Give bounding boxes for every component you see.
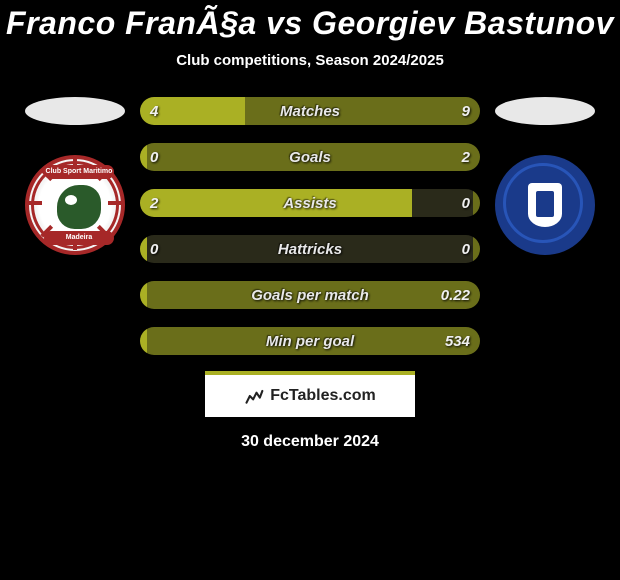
stat-value-right: 534 bbox=[445, 327, 470, 355]
comparison-date: 30 december 2024 bbox=[0, 433, 620, 451]
fctables-logo-icon bbox=[244, 386, 264, 406]
page-title: Franco FranÃ§a vs Georgiev Bastunov bbox=[0, 5, 620, 42]
badge-banner-bot: Madeira bbox=[44, 231, 114, 245]
footer-brand-text: FcTables.com bbox=[270, 387, 376, 405]
left-player-col: Club Sport Maritimo Madeira bbox=[20, 97, 130, 255]
stat-label: Assists bbox=[140, 189, 480, 217]
stat-row: Min per goal534 bbox=[140, 327, 480, 355]
stat-value-left: 4 bbox=[150, 97, 158, 125]
stat-value-right: 0 bbox=[462, 189, 470, 217]
stat-row: Assists2 0 bbox=[140, 189, 480, 217]
spoke-icon bbox=[28, 201, 42, 205]
stat-row: Goals0 2 bbox=[140, 143, 480, 171]
club-badge-left: Club Sport Maritimo Madeira bbox=[25, 155, 125, 255]
stat-label: Goals bbox=[140, 143, 480, 171]
stat-value-right: 2 bbox=[462, 143, 470, 171]
club-badge-right bbox=[495, 155, 595, 255]
stat-value-right: 0.22 bbox=[441, 281, 470, 309]
stat-value-left: 2 bbox=[150, 189, 158, 217]
player-photo-placeholder-left bbox=[25, 97, 125, 125]
comparison-card: Franco FranÃ§a vs Georgiev Bastunov Club… bbox=[0, 0, 620, 451]
stat-value-left: 0 bbox=[150, 143, 158, 171]
badge-banner-top: Club Sport Maritimo bbox=[44, 165, 114, 179]
subtitle: Club competitions, Season 2024/2025 bbox=[0, 52, 620, 69]
stat-label: Goals per match bbox=[140, 281, 480, 309]
footer-brand-badge: FcTables.com bbox=[205, 371, 415, 417]
shield-icon bbox=[528, 183, 562, 227]
stat-value-left: 0 bbox=[150, 235, 158, 263]
stat-label: Min per goal bbox=[140, 327, 480, 355]
stat-row: Goals per match0.22 bbox=[140, 281, 480, 309]
stats-column: Matches49Goals02Assists20Hattricks00Goal… bbox=[140, 97, 480, 355]
right-player-col bbox=[490, 97, 600, 255]
stat-row: Hattricks0 0 bbox=[140, 235, 480, 263]
player-photo-placeholder-right bbox=[495, 97, 595, 125]
spoke-icon bbox=[108, 201, 122, 205]
stat-value-right: 0 bbox=[462, 235, 470, 263]
stat-label: Matches bbox=[140, 97, 480, 125]
stat-row: Matches4 9 bbox=[140, 97, 480, 125]
main-row: Club Sport Maritimo Madeira Matches4 9 Goa… bbox=[0, 97, 620, 355]
lion-icon bbox=[57, 185, 101, 229]
stat-value-right: 9 bbox=[462, 97, 470, 125]
stat-label: Hattricks bbox=[140, 235, 480, 263]
